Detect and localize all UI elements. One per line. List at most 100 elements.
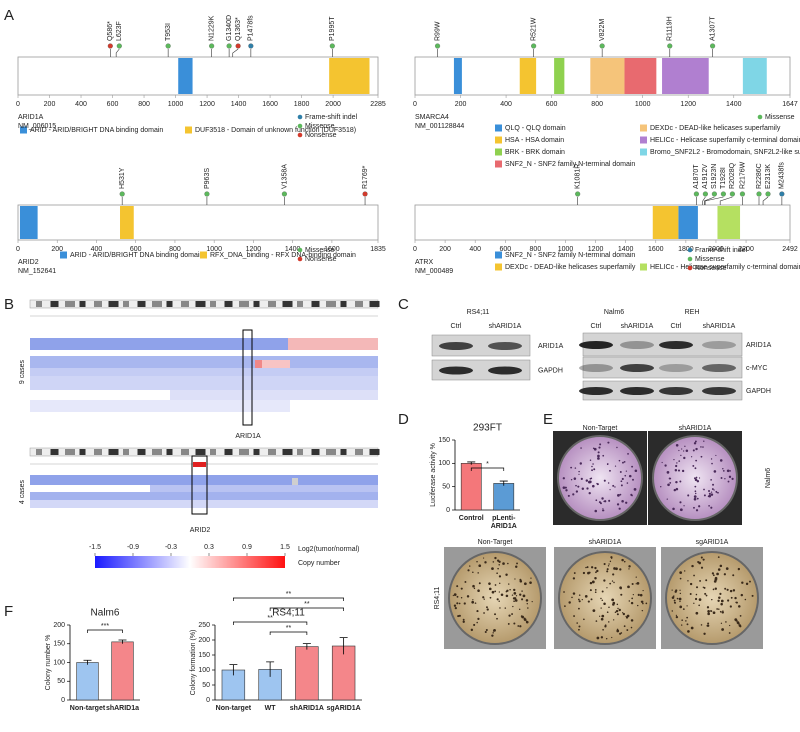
- colony: [690, 626, 694, 630]
- colony: [723, 573, 726, 576]
- colony: [611, 580, 614, 582]
- colony: [717, 599, 720, 602]
- colony: [690, 456, 693, 458]
- colony: [607, 482, 610, 484]
- domain-legend-label: ARID - ARID/BRIGHT DNA binding domain: [30, 127, 163, 134]
- column-label: sgARID1A: [696, 539, 729, 546]
- mutation-label: A1307T: [709, 16, 716, 41]
- colony: [599, 615, 601, 617]
- blot-band: [439, 342, 473, 350]
- colony: [675, 614, 678, 616]
- ideogram-band: [50, 301, 59, 307]
- colony: [741, 581, 744, 584]
- colony: [694, 478, 698, 482]
- protein-name: ARID2: [18, 259, 39, 266]
- colony: [710, 479, 712, 481]
- blot-band: [702, 364, 736, 372]
- colony: [594, 509, 598, 513]
- plate: [448, 551, 542, 645]
- colony: [673, 458, 675, 461]
- significance-bracket: [233, 597, 344, 601]
- colony: [676, 462, 678, 464]
- heatmap-segment: [30, 500, 378, 508]
- colony: [587, 600, 590, 603]
- domain-legend-label: ARID - ARID/BRIGHT DNA binding domain: [70, 252, 203, 259]
- colony: [488, 587, 492, 591]
- colorbar-title: Log2(tumor/normal): [298, 546, 359, 553]
- axis-tick-label: 1400: [285, 246, 301, 253]
- domain: [120, 206, 134, 239]
- protein-backbone: [17, 56, 379, 96]
- colony: [523, 618, 527, 621]
- domain-legend-label: HELICc - Helicase superfamily c-terminal…: [650, 264, 800, 271]
- colony: [596, 482, 598, 485]
- colony: [592, 463, 594, 465]
- colony: [618, 507, 621, 510]
- colony: [671, 589, 673, 591]
- colony: [602, 454, 605, 457]
- panel-label: F: [4, 603, 13, 620]
- colony: [606, 587, 608, 589]
- mutation-label: V822M: [599, 19, 606, 41]
- colony: [681, 469, 685, 473]
- colony: [586, 487, 589, 490]
- colony: [630, 475, 632, 477]
- significance-bracket: [269, 631, 308, 635]
- column-label: shARID1A: [589, 539, 622, 546]
- colony: [683, 505, 685, 507]
- axis-tick-label: 1400: [231, 101, 247, 108]
- colony: [703, 488, 705, 491]
- colony: [580, 477, 583, 481]
- colony: [720, 599, 724, 603]
- chart-title: Nalm6: [91, 608, 120, 619]
- error-bar: [229, 664, 238, 676]
- colony: [707, 624, 710, 627]
- y-tick-label: 0: [61, 697, 65, 704]
- heatmap-segment: [288, 338, 378, 350]
- ideogram-band: [79, 449, 86, 455]
- colony: [484, 561, 487, 564]
- mutation-label: R2176W: [739, 161, 746, 189]
- highlight-box: [242, 329, 253, 426]
- protein-label: c-MYC: [746, 365, 767, 372]
- lane-label: shARID1A: [489, 323, 522, 330]
- blot-strip: [431, 359, 531, 381]
- domain: [662, 58, 709, 94]
- colony: [634, 469, 638, 473]
- colony: [686, 623, 689, 626]
- colony: [707, 612, 710, 616]
- case-count: 9 cases: [19, 359, 26, 384]
- colony: [590, 566, 594, 569]
- legend-dot: [297, 123, 303, 129]
- colony: [608, 621, 610, 623]
- colony: [685, 449, 689, 453]
- colony: [693, 602, 695, 604]
- colony: [578, 628, 580, 631]
- colony: [694, 485, 697, 488]
- ideogram-band: [355, 301, 363, 307]
- colony: [722, 468, 724, 470]
- lane-label: Ctrl: [451, 323, 462, 330]
- mutation-label: R2286C: [756, 163, 763, 189]
- chart-title: 293FT: [473, 423, 502, 434]
- mutation-marker: [204, 191, 210, 197]
- colony: [615, 609, 619, 613]
- ideogram-band: [297, 449, 303, 455]
- mutation-label: K1081R: [575, 164, 582, 189]
- colony: [712, 588, 715, 591]
- legend-dot: [297, 256, 303, 262]
- colony: [616, 503, 620, 506]
- colony: [562, 477, 565, 480]
- protein-backbone: [17, 204, 379, 241]
- colony: [594, 576, 597, 580]
- colony: [453, 593, 457, 597]
- colony: [674, 590, 677, 593]
- colony: [696, 479, 700, 483]
- colony: [671, 596, 675, 599]
- colony: [679, 480, 682, 483]
- legend-swatch: [495, 263, 502, 271]
- domain: [678, 206, 698, 239]
- colony: [711, 462, 713, 465]
- colony: [609, 489, 611, 491]
- colony: [609, 582, 612, 585]
